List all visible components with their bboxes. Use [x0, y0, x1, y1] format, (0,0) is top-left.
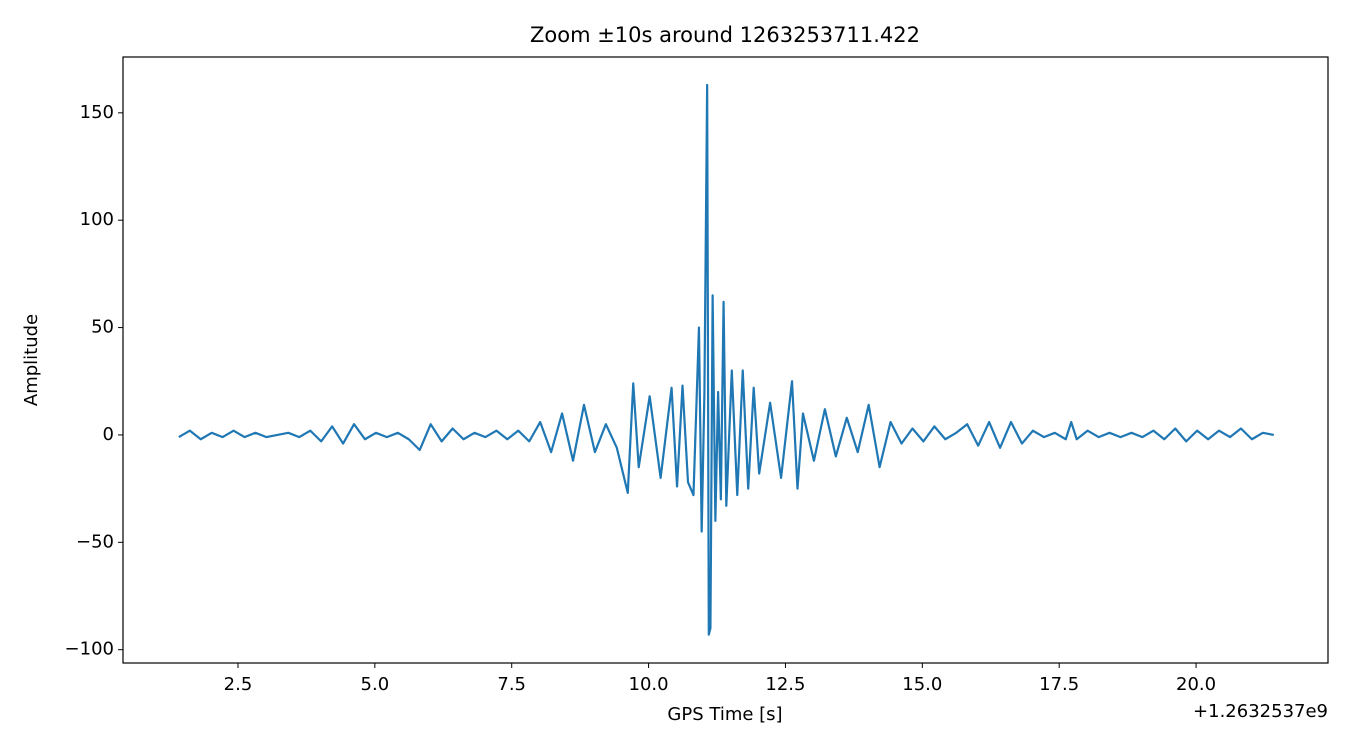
- x-tick-label: 2.5: [224, 674, 253, 695]
- y-tick-label: 50: [91, 317, 114, 338]
- y-tick-label: 100: [80, 209, 114, 230]
- x-tick-label: 15.0: [902, 674, 942, 695]
- y-tick-label: 0: [103, 424, 114, 445]
- data-line: [178, 83, 1275, 636]
- x-tick-label: 5.0: [361, 674, 390, 695]
- x-axis-label: GPS Time [s]: [667, 704, 782, 725]
- chart-title: Zoom ±10s around 1263253711.422: [530, 23, 920, 47]
- y-tick-label: −100: [65, 639, 114, 660]
- x-offset-label: +1.2632537e9: [1193, 701, 1328, 722]
- y-tick-label: −50: [76, 531, 114, 552]
- x-tick-label: 17.5: [1039, 674, 1079, 695]
- y-tick-label: 150: [80, 102, 114, 123]
- x-tick-label: 20.0: [1176, 674, 1216, 695]
- plot-frame: [122, 56, 1329, 664]
- x-tick-label: 7.5: [497, 674, 526, 695]
- x-tick-label: 10.0: [629, 674, 669, 695]
- x-tick-label: 12.5: [765, 674, 805, 695]
- y-axis-label: Amplitude: [21, 314, 42, 406]
